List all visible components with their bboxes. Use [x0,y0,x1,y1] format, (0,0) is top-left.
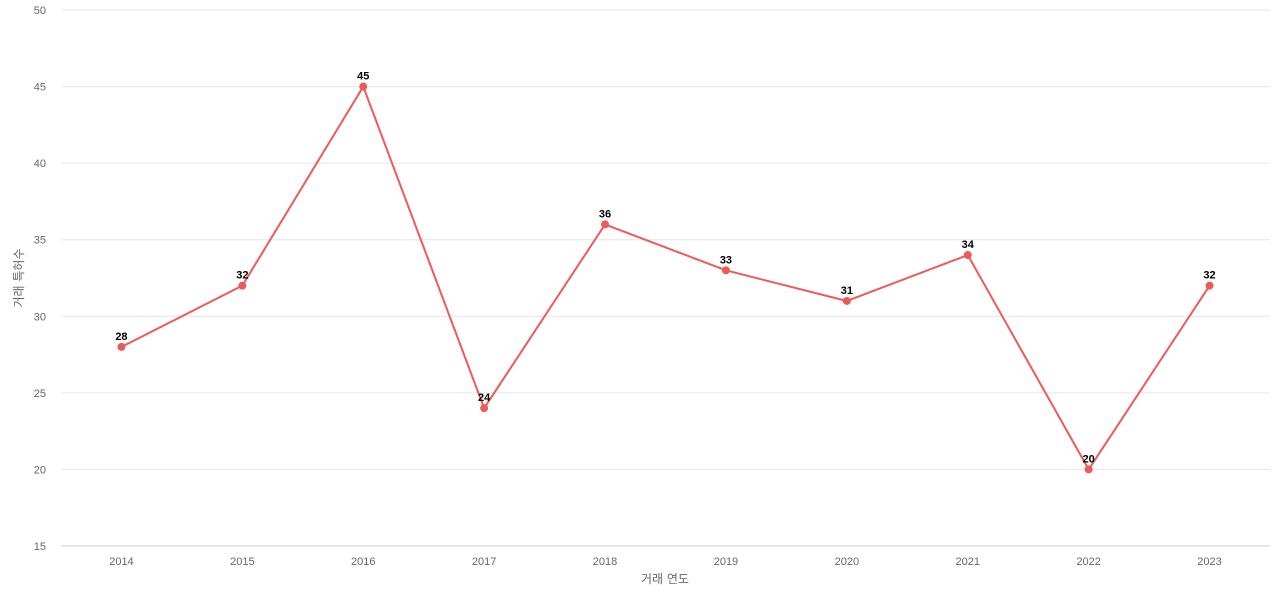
data-point[interactable] [721,266,730,275]
data-label: 34 [962,239,975,251]
data-point[interactable] [1084,465,1093,474]
data-label: 28 [115,331,127,343]
y-axis-ticks: 15 20 25 30 35 40 45 50 [34,5,46,553]
grid-lines [61,9,1270,547]
x-tick-label: 2022 [1076,556,1100,568]
data-point[interactable] [1205,281,1214,290]
y-tick-label: 40 [34,158,46,170]
y-tick-label: 15 [34,541,46,553]
data-labels: 28 32 45 24 36 33 31 34 20 32 [115,71,1215,466]
x-tick-label: 2015 [230,556,254,568]
data-label: 31 [841,285,853,297]
x-tick-label: 2023 [1197,556,1221,568]
data-point[interactable] [480,404,489,413]
data-label: 33 [720,254,732,266]
x-tick-label: 2017 [472,556,496,568]
y-tick-label: 45 [34,82,46,94]
x-axis-ticks: 2014 2015 2016 2017 2018 2019 2020 2021 2022 2023 [109,556,1222,568]
y-tick-label: 50 [34,5,46,17]
x-axis-title: 거래 연도 [641,572,689,586]
y-tick-label: 25 [34,388,46,400]
data-label: 24 [478,392,491,404]
data-point[interactable] [117,342,126,351]
data-point[interactable] [842,296,851,305]
y-axis-title: 거래 특허수 [12,248,26,307]
data-point[interactable] [359,82,368,91]
data-point[interactable] [601,220,610,229]
x-tick-label: 2018 [593,556,617,568]
data-point[interactable] [963,251,972,260]
x-tick-label: 2019 [714,556,738,568]
data-label: 20 [1083,453,1095,465]
x-tick-label: 2014 [109,556,133,568]
series-group [117,82,1214,474]
x-tick-label: 2016 [351,556,375,568]
y-tick-label: 20 [34,464,46,476]
series-line [120,85,1211,471]
data-label: 32 [1203,270,1215,282]
x-tick-label: 2020 [835,556,859,568]
y-tick-label: 30 [34,311,46,323]
data-label: 32 [236,270,248,282]
data-label: 45 [357,71,369,83]
x-tick-label: 2021 [956,556,980,568]
data-point[interactable] [238,281,247,290]
data-label: 36 [599,208,611,220]
y-tick-label: 35 [34,235,46,247]
